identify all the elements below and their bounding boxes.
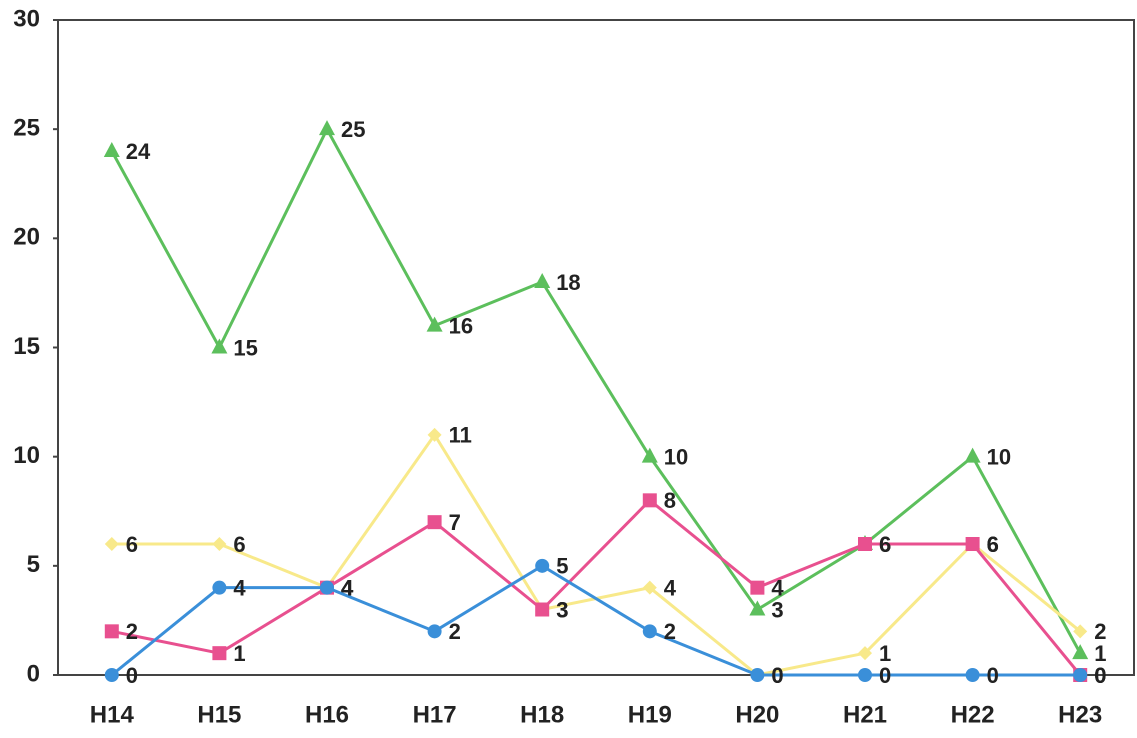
data-label: 6 [126, 532, 138, 557]
y-tick-label: 0 [27, 660, 40, 687]
y-tick-label: 30 [13, 5, 40, 32]
x-tick-label: H20 [735, 701, 779, 728]
marker [104, 624, 119, 639]
data-label: 6 [233, 532, 245, 557]
data-label: 1 [1094, 641, 1106, 666]
data-label: 3 [556, 597, 568, 622]
marker [211, 338, 228, 354]
data-label: 3 [556, 597, 568, 622]
series-line [110, 564, 1081, 677]
marker [858, 668, 872, 682]
data-label: 1 [233, 641, 245, 666]
y-tick-label: 25 [13, 115, 40, 142]
data-label: 0 [126, 663, 138, 688]
data-label: 25 [341, 117, 365, 142]
data-label: 24 [126, 139, 151, 164]
data-label: 7 [449, 510, 461, 535]
marker [750, 580, 765, 595]
y-tick-label: 20 [13, 224, 40, 251]
marker [320, 580, 334, 595]
data-label: 4 [233, 575, 246, 600]
marker [535, 602, 550, 617]
data-label: 15 [233, 335, 257, 360]
marker [212, 580, 227, 595]
data-label: 0 [1094, 663, 1106, 688]
marker [1072, 644, 1089, 660]
marker [858, 537, 872, 551]
marker [427, 624, 442, 639]
marker [319, 120, 335, 136]
data-label: 6 [987, 532, 999, 557]
marker [212, 646, 227, 661]
marker [426, 316, 443, 332]
marker [642, 580, 657, 595]
marker [641, 447, 658, 463]
data-label: 8 [664, 488, 676, 513]
data-label: 4 [664, 575, 677, 600]
marker [642, 493, 657, 508]
marker [1073, 624, 1088, 639]
marker [965, 668, 980, 682]
data-label: 6 [879, 532, 891, 557]
data-label: 0 [879, 663, 891, 688]
data-label: 0 [771, 663, 783, 688]
series-line [110, 125, 1082, 654]
x-tick-label: H18 [520, 701, 564, 728]
y-tick-label: 10 [13, 442, 40, 469]
y-tick-label: 15 [13, 333, 40, 360]
data-label: 5 [556, 554, 568, 579]
data-label: 4 [341, 575, 354, 600]
x-tick-label: H21 [843, 701, 887, 728]
data-label: 16 [449, 313, 473, 338]
marker [427, 427, 442, 442]
marker [534, 273, 551, 288]
data-label: 11 [449, 423, 472, 448]
marker [964, 447, 981, 463]
series-line [111, 498, 1082, 676]
marker [535, 558, 550, 573]
marker [750, 668, 765, 682]
marker [965, 537, 980, 551]
data-label: 3 [771, 597, 783, 622]
data-label: 0 [987, 663, 999, 688]
marker [103, 142, 120, 157]
marker [1073, 668, 1088, 682]
marker [642, 624, 657, 639]
x-tick-label: H19 [628, 701, 672, 728]
x-tick-label: H16 [305, 701, 349, 728]
data-label: 18 [556, 270, 580, 295]
data-label: 1 [879, 641, 891, 666]
data-label: 4 [771, 575, 784, 600]
x-tick-label: H14 [90, 701, 135, 728]
y-tick-label: 5 [27, 551, 40, 578]
data-label: 2 [126, 619, 138, 644]
marker [104, 537, 119, 551]
marker [749, 600, 766, 616]
data-label: 0 [1094, 663, 1106, 688]
x-tick-label: H17 [413, 701, 457, 728]
data-label: 10 [987, 444, 1011, 469]
marker [858, 646, 872, 661]
data-label: 2 [664, 619, 676, 644]
data-label: 6 [987, 532, 999, 557]
x-tick-label: H23 [1058, 701, 1102, 728]
data-label: 2 [1094, 619, 1106, 644]
marker [104, 668, 119, 682]
data-label: 2 [449, 619, 461, 644]
marker [212, 537, 227, 551]
marker [427, 515, 442, 530]
x-tick-label: H22 [951, 701, 995, 728]
x-tick-label: H15 [197, 701, 241, 728]
data-label: 10 [664, 444, 688, 469]
